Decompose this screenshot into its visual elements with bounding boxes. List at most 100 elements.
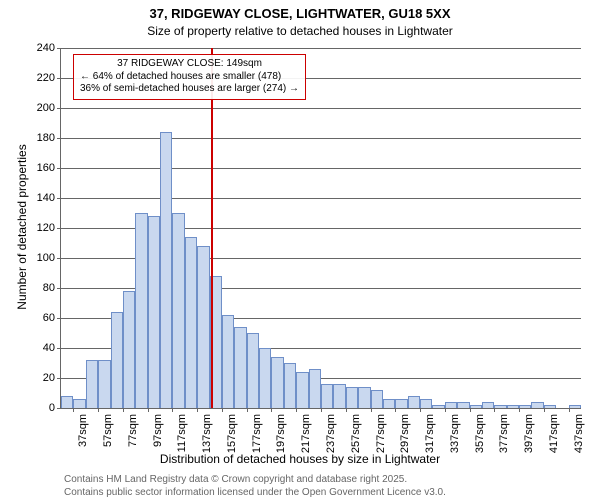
y-tick-mark: [57, 138, 61, 139]
histogram-bar: [544, 405, 556, 408]
x-tick-mark: [98, 408, 99, 412]
y-axis-label: Number of detached properties: [15, 127, 29, 327]
grid-line: [61, 168, 581, 169]
y-tick-mark: [57, 168, 61, 169]
histogram-bar: [284, 363, 296, 408]
histogram-bar: [185, 237, 197, 408]
histogram-bar: [432, 405, 444, 408]
histogram-bar: [395, 399, 407, 408]
histogram-bar: [259, 348, 271, 408]
x-tick-label: 337sqm: [449, 414, 461, 453]
x-tick-label: 157sqm: [226, 414, 238, 453]
x-tick-mark: [197, 408, 198, 412]
grid-line: [61, 108, 581, 109]
y-tick-mark: [57, 258, 61, 259]
x-tick-label: 297sqm: [399, 414, 411, 453]
x-tick-label: 257sqm: [350, 414, 362, 453]
histogram-bar: [135, 213, 147, 408]
annotation-line-2: ← 64% of detached houses are smaller (47…: [80, 71, 299, 84]
grid-line: [61, 198, 581, 199]
histogram-bar: [482, 402, 494, 408]
x-tick-label: 217sqm: [300, 414, 312, 453]
histogram-bar: [148, 216, 160, 408]
histogram-bar: [383, 399, 395, 408]
annotation-box: 37 RIDGEWAY CLOSE: 149sqm← 64% of detach…: [73, 54, 306, 100]
x-tick-label: 417sqm: [548, 414, 560, 453]
x-tick-label: 437sqm: [573, 414, 585, 453]
x-tick-label: 97sqm: [152, 414, 164, 447]
histogram-bar: [172, 213, 184, 408]
x-tick-label: 377sqm: [498, 414, 510, 453]
x-tick-mark: [148, 408, 149, 412]
x-tick-mark: [445, 408, 446, 412]
x-tick-mark: [172, 408, 173, 412]
histogram-bar: [61, 396, 73, 408]
histogram-bar: [234, 327, 246, 408]
y-tick-mark: [57, 48, 61, 49]
x-tick-mark: [420, 408, 421, 412]
x-tick-mark: [519, 408, 520, 412]
histogram-bar: [408, 396, 420, 408]
x-tick-mark: [321, 408, 322, 412]
histogram-bar: [309, 369, 321, 408]
y-tick-mark: [57, 408, 61, 409]
x-tick-label: 237sqm: [325, 414, 337, 453]
marker-line: [211, 48, 213, 408]
x-tick-mark: [296, 408, 297, 412]
title-line-1: 37, RIDGEWAY CLOSE, LIGHTWATER, GU18 5XX: [0, 6, 600, 21]
footer-text: Contains HM Land Registry data © Crown c…: [64, 474, 446, 499]
histogram-bar: [111, 312, 123, 408]
x-tick-mark: [222, 408, 223, 412]
histogram-bar: [333, 384, 345, 408]
x-tick-label: 117sqm: [176, 414, 188, 452]
histogram-bar: [494, 405, 506, 408]
histogram-bar: [271, 357, 283, 408]
x-tick-mark: [494, 408, 495, 412]
x-tick-mark: [470, 408, 471, 412]
histogram-bar: [321, 384, 333, 408]
histogram-bar: [86, 360, 98, 408]
x-tick-label: 77sqm: [127, 414, 139, 447]
plot-area: 02040608010012014016018020022024037sqm57…: [60, 48, 581, 409]
histogram-bar: [346, 387, 358, 408]
y-tick-mark: [57, 288, 61, 289]
histogram-bar: [445, 402, 457, 408]
x-tick-mark: [346, 408, 347, 412]
histogram-bar: [98, 360, 110, 408]
x-tick-label: 277sqm: [375, 414, 387, 453]
grid-line: [61, 48, 581, 49]
x-tick-label: 37sqm: [77, 414, 89, 447]
y-tick-mark: [57, 198, 61, 199]
histogram-bar: [73, 399, 85, 408]
histogram-bar: [371, 390, 383, 408]
histogram-bar: [197, 246, 209, 408]
x-tick-mark: [544, 408, 545, 412]
x-tick-mark: [395, 408, 396, 412]
y-tick-mark: [57, 108, 61, 109]
title-line-2: Size of property relative to detached ho…: [0, 24, 600, 38]
x-tick-mark: [569, 408, 570, 412]
footer-line-2: Contains public sector information licen…: [64, 487, 446, 500]
x-tick-mark: [371, 408, 372, 412]
histogram-bar: [457, 402, 469, 408]
y-tick-mark: [57, 348, 61, 349]
grid-line: [61, 138, 581, 139]
y-tick-mark: [57, 228, 61, 229]
histogram-bar: [420, 399, 432, 408]
x-tick-label: 57sqm: [102, 414, 114, 447]
annotation-line-1: 37 RIDGEWAY CLOSE: 149sqm: [80, 58, 299, 71]
x-tick-mark: [271, 408, 272, 412]
x-tick-label: 177sqm: [251, 414, 263, 453]
histogram-bar: [247, 333, 259, 408]
y-tick-mark: [57, 318, 61, 319]
footer-line-1: Contains HM Land Registry data © Crown c…: [64, 474, 446, 487]
x-tick-mark: [73, 408, 74, 412]
histogram-bar: [160, 132, 172, 408]
x-axis-label: Distribution of detached houses by size …: [0, 452, 600, 466]
x-tick-mark: [123, 408, 124, 412]
chart-container: 37, RIDGEWAY CLOSE, LIGHTWATER, GU18 5XX…: [0, 0, 600, 500]
annotation-line-3: 36% of semi-detached houses are larger (…: [80, 83, 299, 96]
histogram-bar: [222, 315, 234, 408]
y-tick-mark: [57, 78, 61, 79]
y-tick-mark: [57, 378, 61, 379]
